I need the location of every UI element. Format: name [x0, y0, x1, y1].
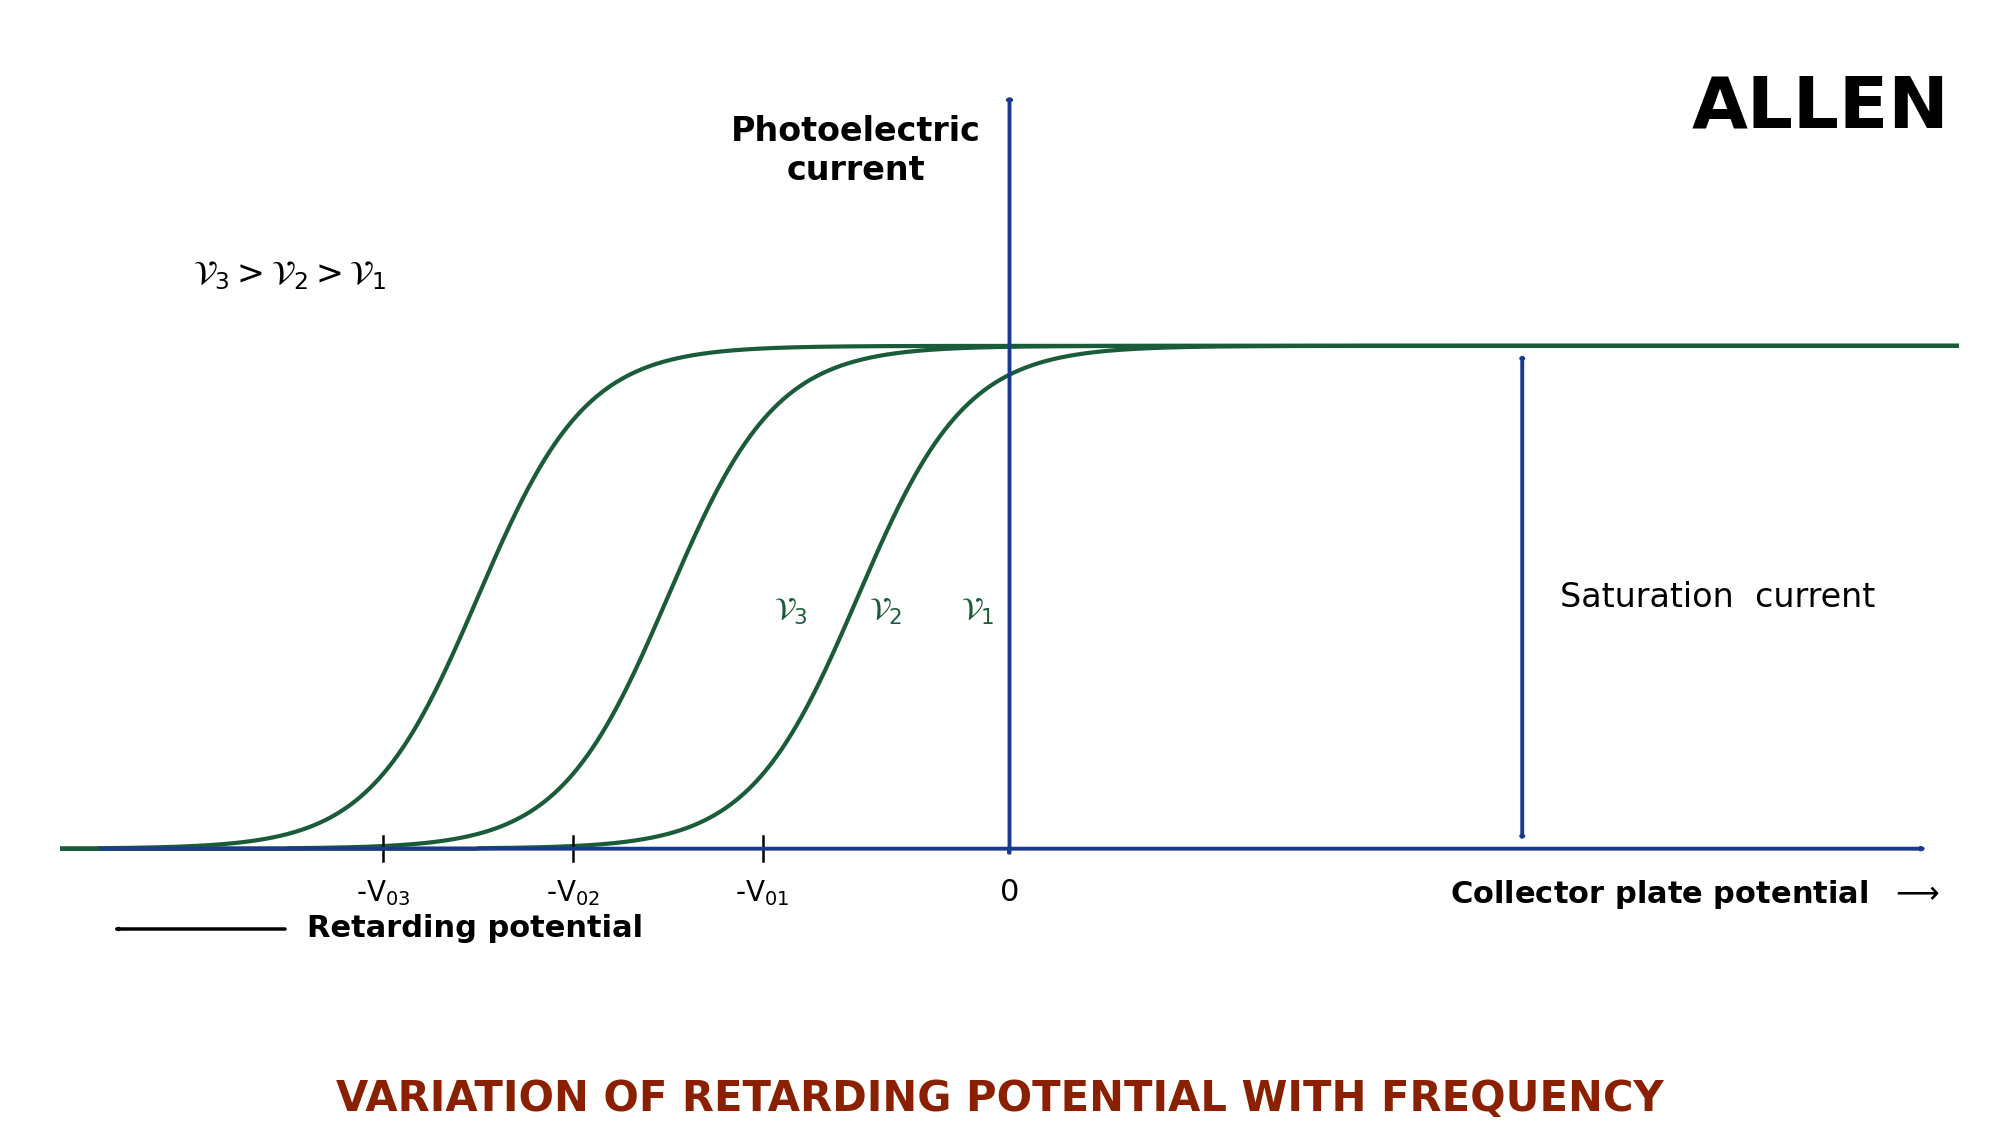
Text: $\mathcal{V}_1$: $\mathcal{V}_1$: [961, 596, 993, 626]
Text: -V$_{02}$: -V$_{02}$: [545, 878, 599, 908]
Text: Retarding potential: Retarding potential: [308, 915, 643, 943]
Text: $\mathcal{V}_2$: $\mathcal{V}_2$: [869, 596, 903, 626]
Text: ALLEN: ALLEN: [1690, 74, 1948, 142]
Text: -V$_{01}$: -V$_{01}$: [735, 878, 789, 908]
Text: Photoelectric
current: Photoelectric current: [731, 115, 981, 187]
Text: -V$_{03}$: -V$_{03}$: [356, 878, 410, 908]
Text: $\mathcal{V}_3$: $\mathcal{V}_3$: [773, 596, 807, 626]
Text: 0: 0: [999, 878, 1019, 907]
Text: Collector plate potential  $\longrightarrow$: Collector plate potential $\longrightarr…: [1449, 878, 1938, 911]
Text: VARIATION OF RETARDING POTENTIAL WITH FREQUENCY: VARIATION OF RETARDING POTENTIAL WITH FR…: [336, 1079, 1662, 1120]
Text: Saturation  current: Saturation current: [1560, 581, 1874, 614]
Text: $\mathcal{V}_3 > \mathcal{V}_2 > \mathcal{V}_1$: $\mathcal{V}_3 > \mathcal{V}_2 > \mathca…: [194, 260, 386, 293]
